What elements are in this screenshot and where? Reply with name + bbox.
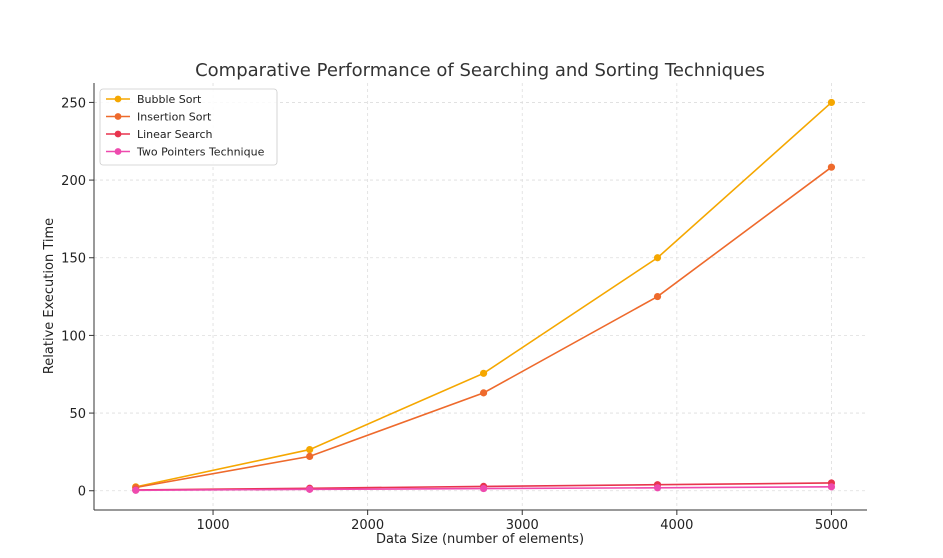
y-tick-label: 150 xyxy=(61,252,86,267)
data-point xyxy=(306,445,314,454)
grid-lines xyxy=(94,83,867,510)
data-point xyxy=(306,485,314,493)
y-tick-label: 200 xyxy=(61,174,86,189)
data-point xyxy=(306,452,314,461)
x-tick-label: 5000 xyxy=(815,518,848,533)
x-axis-label: Data Size (number of elements) xyxy=(376,532,584,547)
data-point xyxy=(479,484,488,493)
legend-label: Bubble Sort xyxy=(137,93,202,106)
legend-marker xyxy=(114,130,122,138)
legend-marker xyxy=(114,95,122,103)
y-axis-label: Relative Execution Time xyxy=(42,218,57,374)
data-point xyxy=(827,163,836,171)
y-tick-label: 100 xyxy=(61,329,86,344)
series-3 xyxy=(132,483,836,494)
y-tick-label: 250 xyxy=(61,96,86,111)
legend-marker xyxy=(114,148,122,155)
series-line xyxy=(135,166,832,489)
data-point xyxy=(132,486,140,494)
legend-label: Two Pointers Technique xyxy=(136,146,265,159)
legend-label: Insertion Sort xyxy=(137,111,212,124)
x-tick-label: 4000 xyxy=(660,518,693,533)
legend: Bubble Sort Insertion Sort Linear Search Tw… xyxy=(99,88,278,166)
x-tick-label: 2000 xyxy=(351,518,384,533)
data-point xyxy=(653,292,662,301)
x-tick-label: 1000 xyxy=(196,518,229,533)
legend-marker xyxy=(114,113,122,120)
legend-item: Two Pointers Technique xyxy=(106,146,265,159)
series-1 xyxy=(132,163,836,492)
data-point xyxy=(827,98,836,107)
legend-box xyxy=(99,88,278,166)
axes: 1000 2000 3000 4000 5000 0 50 100 150 200 250 xyxy=(61,83,867,533)
y-tick-label: 50 xyxy=(69,407,86,422)
data-point xyxy=(653,484,662,492)
series-layer xyxy=(132,98,836,494)
x-tick-label: 3000 xyxy=(506,518,539,533)
data-point xyxy=(479,369,488,377)
chart-title: Comparative Performance of Searching and… xyxy=(195,60,765,81)
data-point xyxy=(653,254,662,262)
legend-item: Insertion Sort xyxy=(106,111,212,124)
legend-item: Bubble Sort xyxy=(106,93,202,106)
legend-item: Linear Search xyxy=(106,128,213,141)
data-point xyxy=(479,389,488,397)
data-point xyxy=(827,483,836,491)
y-tick-label: 0 xyxy=(78,485,86,500)
legend-label: Linear Search xyxy=(137,128,213,141)
